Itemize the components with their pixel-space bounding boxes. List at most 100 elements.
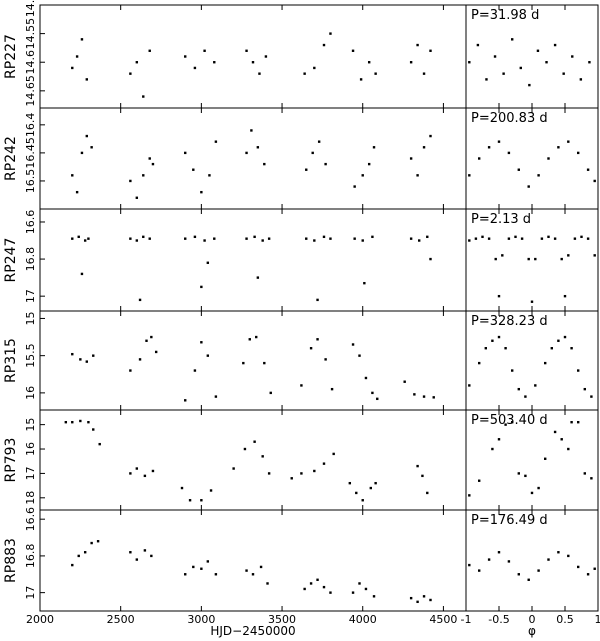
data-point: [520, 237, 524, 240]
data-point: [192, 565, 195, 569]
data-point: [214, 573, 218, 576]
data-point: [491, 447, 494, 451]
data-point: [193, 235, 197, 239]
data-point: [184, 573, 187, 576]
data-point: [507, 237, 511, 240]
data-point: [586, 237, 590, 240]
y-tick-label: 15.5: [24, 343, 37, 368]
data-point: [135, 61, 139, 64]
data-point: [534, 384, 537, 387]
data-point: [148, 237, 151, 240]
data-point: [517, 168, 520, 171]
data-point: [553, 430, 557, 434]
data-point: [567, 140, 570, 143]
data-point: [468, 494, 471, 497]
data-point: [316, 338, 319, 341]
data-point: [567, 554, 570, 558]
data-point: [317, 140, 321, 143]
data-point: [206, 560, 210, 563]
data-point: [75, 190, 79, 194]
data-point: [353, 185, 356, 188]
data-point: [544, 457, 547, 460]
data-point: [421, 474, 424, 478]
data-point: [409, 157, 413, 160]
y-tick-label: 18: [24, 491, 37, 505]
data-point: [577, 420, 580, 424]
data-point: [351, 591, 355, 594]
data-point: [371, 391, 374, 395]
y-tick-label: 16.5: [24, 169, 37, 194]
data-point: [316, 298, 319, 302]
data-point: [87, 237, 90, 240]
data-point: [92, 354, 95, 357]
panel-frame: [39, 208, 467, 312]
data-point: [303, 72, 306, 75]
data-point: [180, 486, 184, 490]
data-point: [200, 341, 203, 344]
y-tick-label: 14.65: [24, 75, 37, 107]
data-point: [79, 358, 82, 361]
panel-frame: [39, 409, 467, 511]
data-point: [478, 569, 481, 572]
data-point: [92, 428, 95, 431]
x-tick-label: 2000: [26, 613, 54, 626]
data-point: [571, 55, 574, 58]
y-tick-label: 14.6: [24, 50, 37, 75]
data-point: [329, 591, 332, 594]
data-point: [468, 61, 471, 64]
data-point: [586, 573, 590, 576]
data-point: [98, 442, 101, 446]
data-point: [491, 339, 494, 342]
data-point: [403, 380, 406, 383]
data-point: [259, 565, 263, 569]
data-point: [557, 339, 560, 342]
data-point: [83, 551, 87, 554]
data-point: [184, 399, 187, 402]
data-point: [261, 239, 264, 242]
data-point: [494, 257, 497, 261]
data-point: [355, 491, 358, 495]
data-point: [206, 354, 210, 357]
data-point: [290, 477, 293, 480]
data-point: [537, 486, 540, 490]
data-point: [256, 276, 260, 279]
data-point: [264, 55, 268, 58]
data-point: [409, 596, 413, 600]
row-label: RP315: [3, 338, 19, 383]
data-point: [142, 95, 145, 98]
data-point: [530, 491, 534, 495]
y-tick-label: 16.45: [24, 137, 37, 169]
data-point: [590, 477, 593, 480]
x-tick-label: 4000: [349, 613, 377, 626]
data-point: [409, 237, 413, 240]
data-point: [209, 489, 213, 492]
data-point: [85, 134, 88, 138]
data-point: [527, 185, 530, 188]
data-point: [567, 447, 570, 451]
data-point: [200, 190, 203, 194]
data-point: [311, 151, 314, 155]
data-point: [553, 43, 557, 47]
y-tick-label: 17: [24, 466, 37, 480]
period-label: P=31.98 d: [471, 8, 539, 23]
data-point: [184, 55, 187, 58]
data-point: [409, 61, 413, 64]
x-axis-label: HJD−2450000: [210, 624, 295, 638]
period-label: P=328.23 d: [471, 314, 548, 329]
data-point: [71, 174, 74, 177]
data-point: [135, 558, 139, 561]
data-point: [232, 467, 235, 470]
data-point: [562, 72, 565, 75]
period-label: P=176.49 d: [471, 513, 548, 528]
panel-frame: [39, 107, 467, 210]
data-point: [528, 83, 531, 87]
y-tick-label: 17: [24, 586, 37, 600]
data-point: [563, 294, 567, 298]
data-point: [422, 395, 426, 398]
y-tick-label: 16: [24, 386, 37, 400]
data-point: [547, 558, 550, 561]
x-tick-label: 2500: [107, 613, 135, 626]
data-point: [151, 469, 155, 473]
data-point: [501, 254, 504, 257]
data-point: [577, 369, 580, 372]
